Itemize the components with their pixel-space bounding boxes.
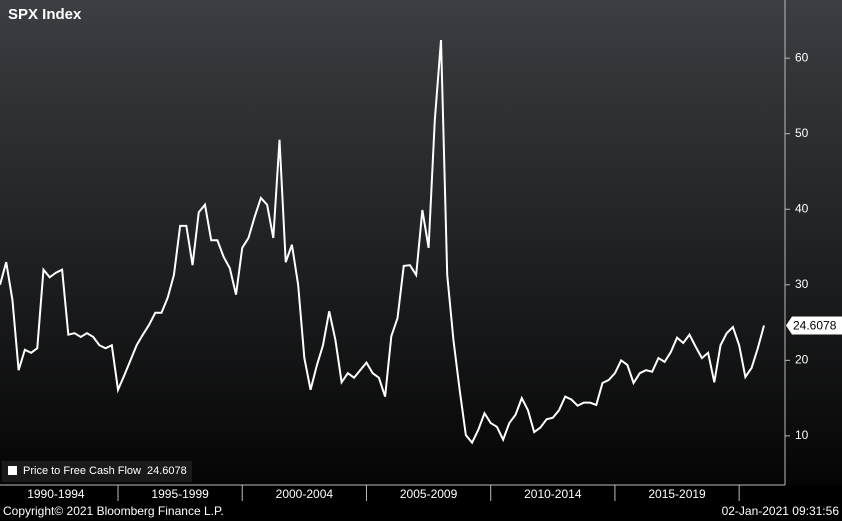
footer-background: [0, 485, 842, 521]
y-tick-label: 40: [795, 201, 809, 215]
legend-swatch: [8, 466, 17, 475]
timestamp: 02-Jan-2021 09:31:56: [722, 504, 840, 518]
legend-value: 24.6078: [147, 465, 187, 477]
plot-background: [0, 0, 842, 485]
y-tick-label: 10: [795, 428, 809, 442]
line-series: [0, 39, 765, 445]
y-tick-label: 60: [795, 50, 809, 64]
x-tick-label: 2005-2009: [400, 487, 458, 501]
chart-title: SPX Index: [8, 6, 82, 23]
x-tick-label: 1995-1999: [151, 487, 209, 501]
last-value-tag: [786, 316, 842, 335]
legend-label: Price to Free Cash Flow: [23, 465, 141, 477]
x-tick-label: 2015-2019: [648, 487, 706, 501]
y-tick-label: 30: [795, 277, 809, 291]
y-tick-label: 50: [795, 126, 809, 140]
y-tick-label: 20: [795, 353, 809, 367]
last-value-label: 24.6078: [793, 319, 837, 333]
legend-box: [2, 461, 192, 482]
x-tick-label: 1990-1994: [27, 487, 85, 501]
copyright: Copyright© 2021 Bloomberg Finance L.P.: [3, 504, 224, 518]
x-tick-label: 2010-2014: [524, 487, 582, 501]
x-tick-label: 2000-2004: [276, 487, 334, 501]
